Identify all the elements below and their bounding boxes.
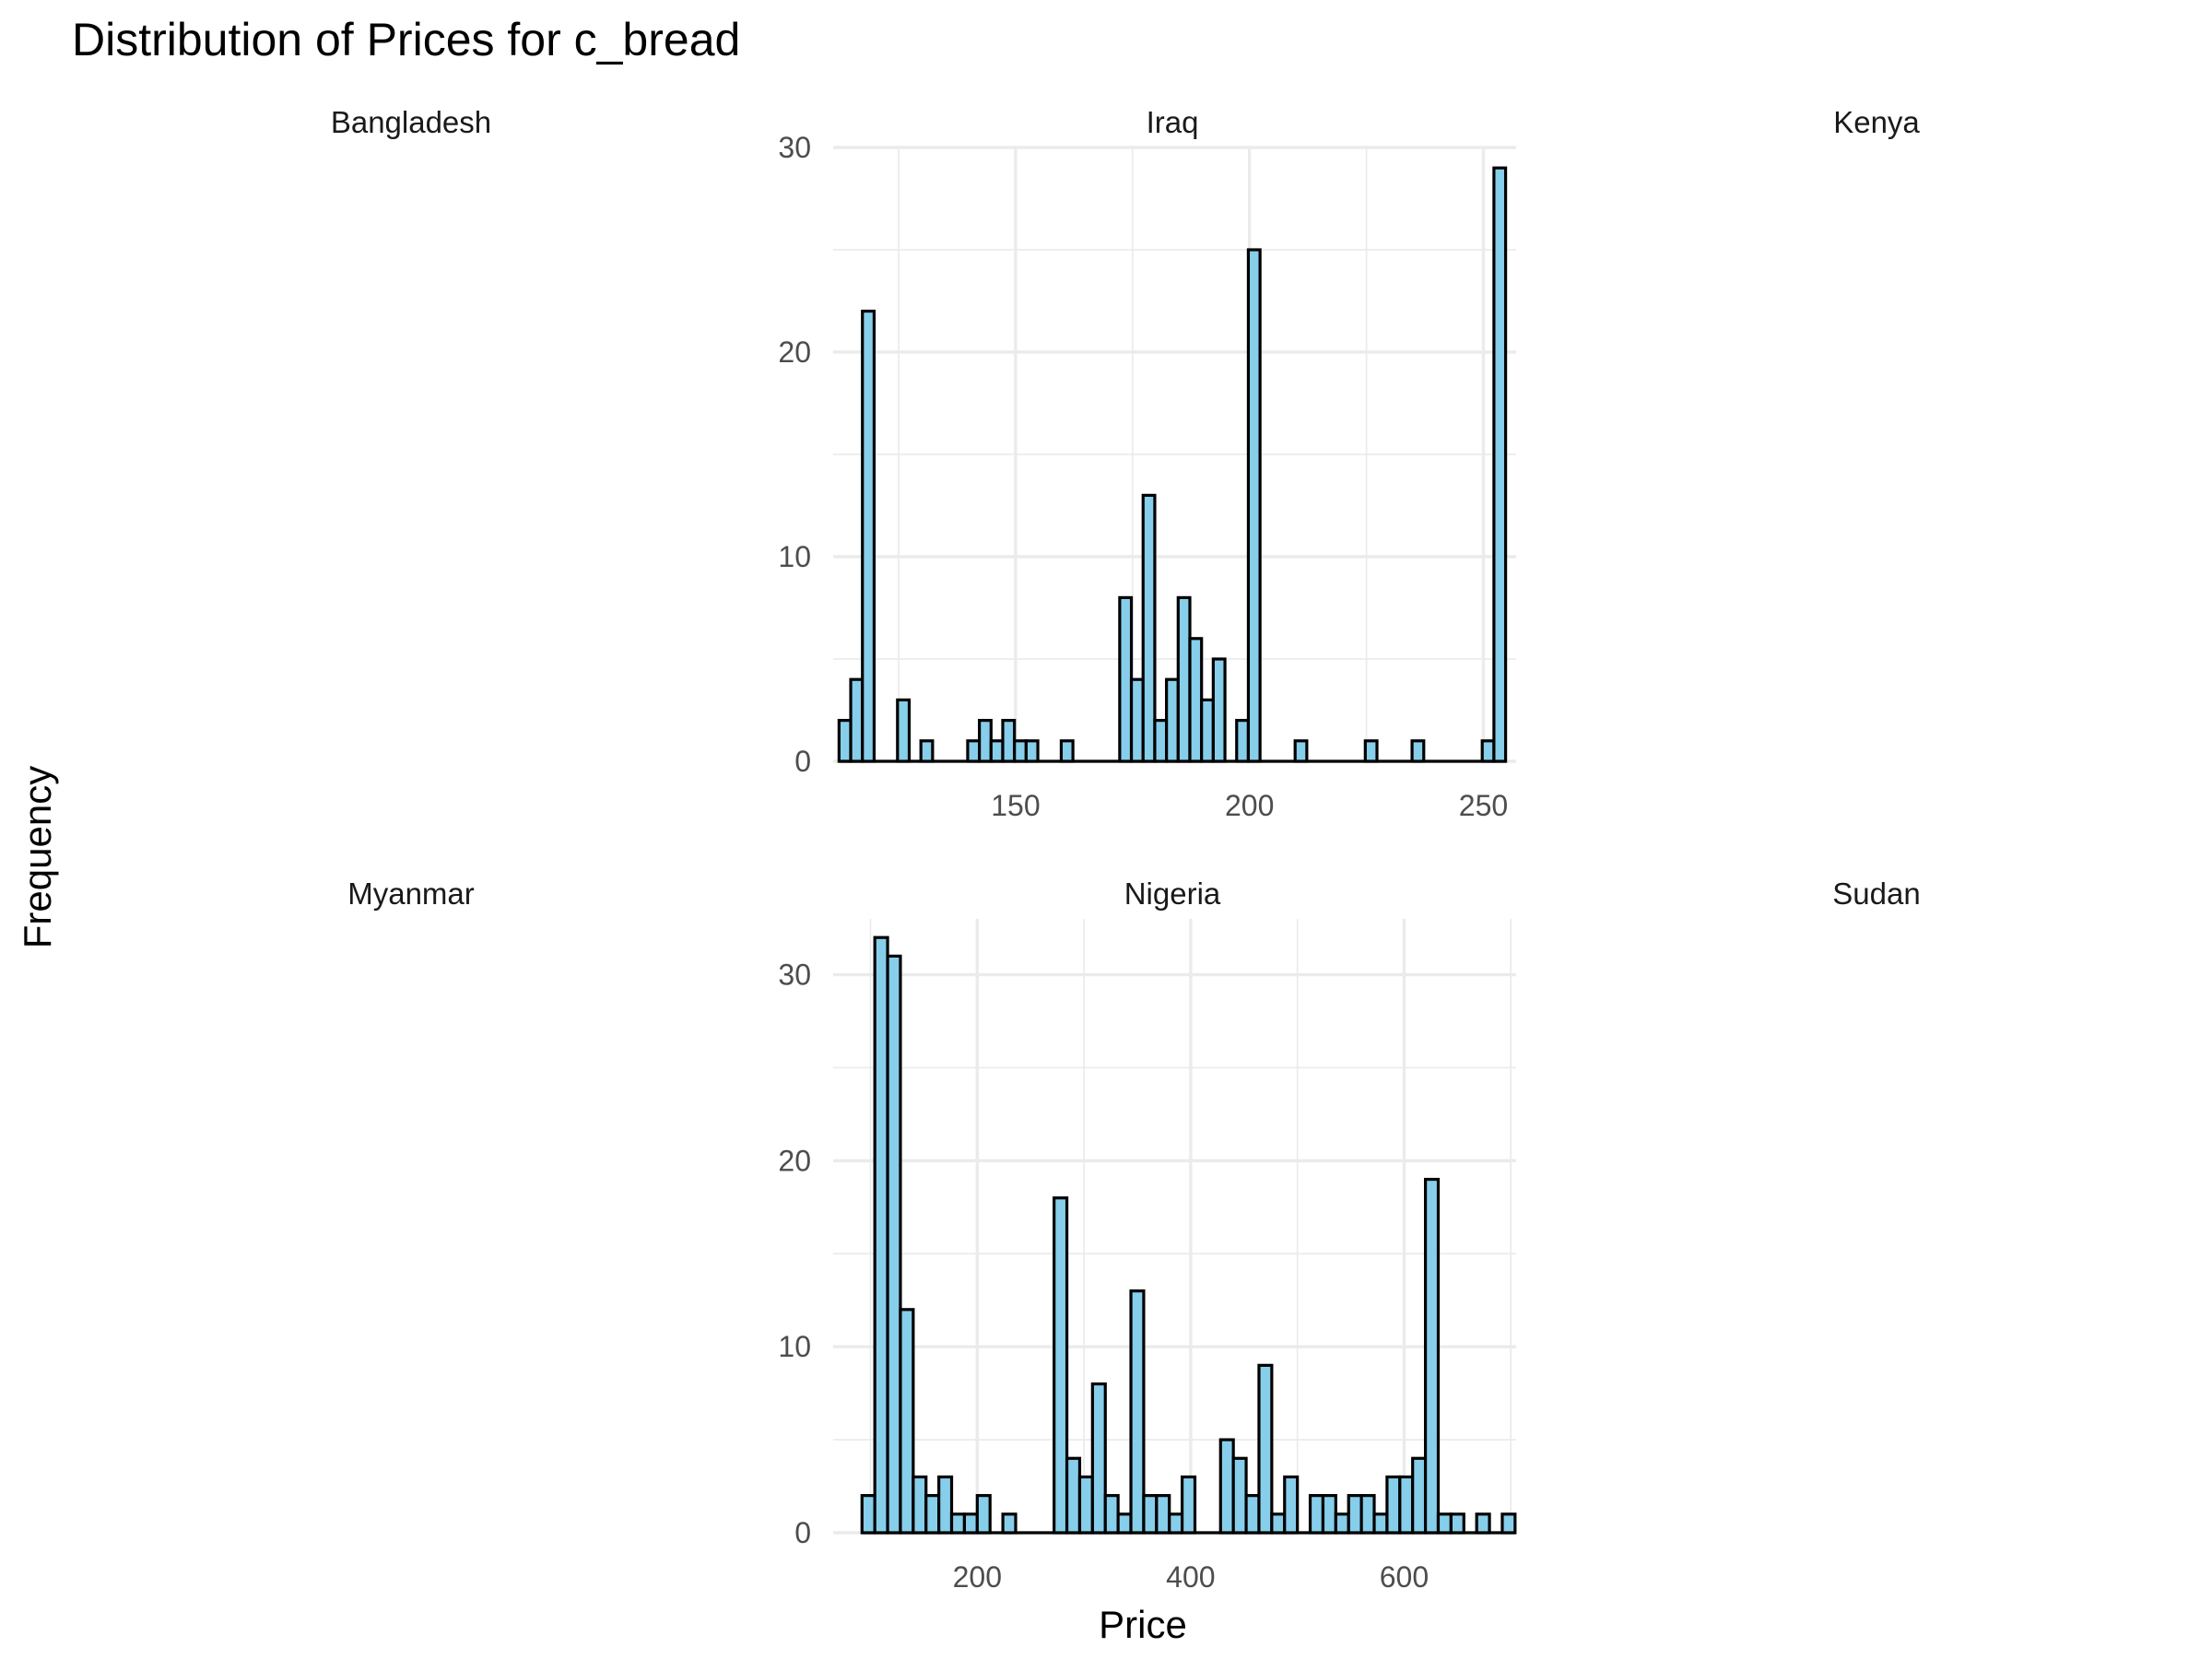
histogram-bar-nigeria	[1053, 1196, 1069, 1535]
histogram-bar-iraq	[989, 739, 1005, 763]
histogram-bar-iraq	[1129, 677, 1145, 763]
y-axis-title: Frequency	[16, 766, 59, 948]
histogram-bar-nigeria	[1423, 1177, 1441, 1535]
histogram-bar-iraq	[1153, 718, 1169, 763]
histogram-bar-nigeria	[1168, 1512, 1184, 1535]
histogram-bar-nigeria	[1475, 1512, 1491, 1535]
facet-label-iraq: Iraq	[1147, 105, 1199, 139]
histogram-bar-nigeria	[1155, 1494, 1171, 1535]
y-tick-label-iraq: 20	[778, 335, 811, 369]
histogram-bar-iraq	[1176, 595, 1192, 763]
histogram-bar-iraq	[1013, 739, 1028, 763]
facet-label-kenya: Kenya	[1833, 105, 1920, 139]
y-tick-label-nigeria: 10	[778, 1330, 811, 1363]
histogram-bar-nigeria	[1181, 1475, 1197, 1535]
histogram-bar-iraq	[1246, 248, 1262, 763]
histogram-bar-iraq	[966, 739, 982, 763]
histogram-bar-iraq	[1492, 166, 1508, 763]
histogram-bar-nigeria	[1372, 1512, 1389, 1535]
x-tick-label-nigeria: 400	[1166, 1560, 1215, 1594]
histogram-bar-nigeria	[1385, 1475, 1402, 1535]
histogram-bar-nigeria	[1001, 1512, 1018, 1535]
x-axis-title: Price	[1099, 1603, 1187, 1646]
histogram-bar-nigeria	[937, 1475, 954, 1535]
histogram-bar-iraq	[1363, 739, 1379, 763]
histogram-bar-nigeria	[1090, 1382, 1107, 1535]
x-tick-label-nigeria: 600	[1380, 1560, 1429, 1594]
y-tick-label-nigeria: 20	[778, 1144, 811, 1177]
histogram-bar-nigeria	[886, 954, 902, 1535]
y-tick-label-iraq: 0	[794, 745, 811, 778]
histogram-bar-iraq	[1480, 739, 1496, 763]
histogram-bar-nigeria	[1244, 1494, 1261, 1535]
histogram-bar-iraq	[1059, 739, 1075, 763]
histogram-bar-nigeria	[1142, 1494, 1159, 1535]
histogram-bar-nigeria	[1257, 1363, 1274, 1535]
histogram-bar-nigeria	[1334, 1512, 1350, 1535]
histogram-bar-nigeria	[924, 1494, 941, 1535]
histogram-bar-iraq	[896, 698, 912, 763]
histogram-bar-nigeria	[1449, 1512, 1465, 1535]
facet-label-nigeria: Nigeria	[1124, 877, 1221, 911]
panel-iraq: 150 200 250 0 10 20 30	[778, 131, 1516, 822]
x-tick-label-nigeria: 200	[953, 1560, 1002, 1594]
histogram-bar-nigeria	[1283, 1475, 1300, 1535]
histogram-bar-nigeria	[1270, 1512, 1287, 1535]
histogram-bar-iraq	[1118, 595, 1134, 763]
histogram-bar-nigeria	[873, 935, 889, 1535]
x-tick-label-iraq: 250	[1459, 789, 1508, 822]
histogram-bar-nigeria	[1347, 1494, 1363, 1535]
histogram-bar-nigeria	[1359, 1494, 1376, 1535]
histogram-bar-iraq	[1211, 657, 1227, 763]
histogram-bar-iraq	[1200, 698, 1215, 763]
histogram-bar-iraq	[849, 677, 865, 763]
histogram-bar-nigeria	[962, 1512, 979, 1535]
histogram-bar-iraq	[861, 310, 877, 763]
histogram-bar-iraq	[1410, 739, 1426, 763]
histogram-bar-iraq	[978, 718, 993, 763]
histogram-bar-nigeria	[1116, 1512, 1133, 1535]
histogram-bar-nigeria	[1077, 1475, 1094, 1535]
histogram-bar-iraq	[1001, 718, 1017, 763]
histogram-bar-nigeria	[1411, 1456, 1428, 1535]
histogram-bar-iraq	[837, 718, 853, 763]
facet-label-sudan: Sudan	[1832, 877, 1920, 911]
facet-label-bangladesh: Bangladesh	[331, 105, 491, 139]
histogram-bar-iraq	[1141, 493, 1157, 763]
histogram-bar-iraq	[1024, 739, 1040, 763]
y-tick-label-iraq: 10	[778, 540, 811, 573]
histogram-bar-nigeria	[899, 1308, 915, 1535]
facet-label-myanmar: Myanmar	[347, 877, 475, 911]
y-tick-label-iraq: 30	[778, 131, 811, 164]
histogram-bar-nigeria	[1321, 1494, 1337, 1535]
panel-nigeria: 200 400 600 0 10 20 30	[778, 919, 1517, 1594]
x-tick-label-iraq: 150	[991, 789, 1040, 822]
histogram-bar-nigeria	[1218, 1438, 1235, 1535]
histogram-bar-iraq	[1235, 718, 1251, 763]
histogram-bar-nigeria	[1129, 1289, 1146, 1535]
histogram-bar-iraq	[1188, 637, 1204, 763]
histogram-bar-nigeria	[1398, 1475, 1415, 1535]
histogram-bar-nigeria	[975, 1494, 992, 1535]
histogram-bar-nigeria	[860, 1494, 877, 1535]
histogram-bar-nigeria	[949, 1512, 967, 1535]
y-tick-label-nigeria: 30	[778, 959, 811, 992]
histogram-bar-nigeria	[1103, 1494, 1120, 1535]
histogram-bar-nigeria	[1500, 1512, 1517, 1535]
chart-title: Distribution of Prices for c_bread	[72, 14, 740, 65]
histogram-bar-nigeria	[1308, 1494, 1325, 1535]
histogram-bar-iraq	[1293, 739, 1309, 763]
histogram-bar-iraq	[1165, 677, 1180, 763]
x-tick-label-iraq: 200	[1225, 789, 1274, 822]
histogram-bar-iraq	[919, 739, 935, 763]
y-tick-label-nigeria: 0	[794, 1516, 811, 1549]
histogram-bar-nigeria	[1231, 1456, 1248, 1535]
histogram-bar-nigeria	[1436, 1512, 1453, 1535]
histogram-bar-nigeria	[1065, 1456, 1082, 1535]
histogram-bar-nigeria	[912, 1475, 928, 1535]
